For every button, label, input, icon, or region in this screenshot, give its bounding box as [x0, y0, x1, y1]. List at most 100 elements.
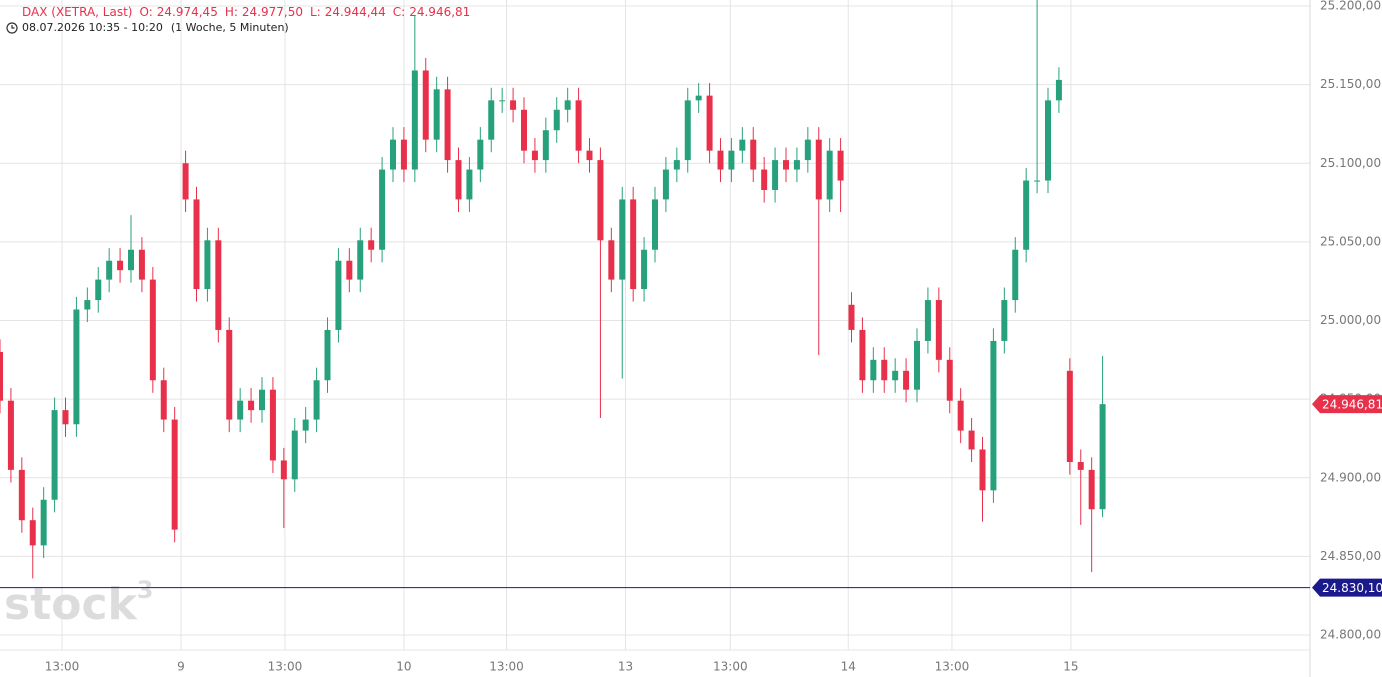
candle-body [586, 150, 593, 161]
candle-body [597, 160, 604, 241]
period: (1 Woche, 5 Minuten) [171, 21, 289, 34]
candle-body [346, 260, 353, 280]
candle-body [990, 340, 997, 491]
price-badge [1312, 578, 1382, 597]
header-key: H: [225, 5, 238, 19]
candle-body [1099, 404, 1106, 510]
candle-body [510, 100, 517, 110]
candle-body [237, 400, 244, 420]
x-tick-label: 13:00 [268, 660, 303, 674]
price-badge-label: 24.946,81 [1322, 398, 1382, 412]
candle-body [400, 139, 407, 170]
candle-body [95, 279, 102, 301]
candle-body [84, 300, 91, 310]
candle-body [1088, 469, 1095, 510]
candle-body [51, 410, 58, 500]
header-value: 24.946,81 [409, 5, 470, 19]
candle-body [422, 70, 429, 140]
candle-body [117, 260, 124, 271]
candle-body [750, 139, 757, 170]
candle-body [1023, 180, 1030, 250]
candle-body [226, 329, 233, 420]
candle-body [1034, 180, 1041, 182]
candle-body [717, 150, 724, 170]
candle-body [903, 370, 910, 390]
candles [0, 0, 1106, 579]
candle-body [335, 260, 342, 330]
candle-body [608, 240, 615, 280]
x-tick-label: 13:00 [45, 660, 80, 674]
candle-body [138, 249, 145, 280]
watermark-text: stock3 [4, 576, 154, 630]
candle-body [280, 460, 287, 480]
y-tick-label: 25.050,00 [1320, 234, 1381, 248]
candle-body [728, 150, 735, 170]
watermark-word: stock [4, 579, 139, 630]
candle-body [924, 300, 931, 341]
watermark: stock3 [4, 576, 154, 630]
candle-body [695, 95, 702, 101]
candle-body [390, 139, 396, 170]
candle-body [542, 130, 549, 161]
candle-body [128, 249, 134, 271]
header-value: 24.977,50 [242, 5, 303, 19]
candle-body [892, 370, 899, 381]
candle-body [870, 359, 877, 381]
header-title: DAX (XETRA, Last) [22, 5, 132, 19]
candle-body [368, 240, 375, 250]
candle-body [881, 359, 888, 381]
candle-body [40, 499, 47, 546]
x-tick-label: 9 [177, 660, 185, 674]
header-value: 24.944,44 [325, 5, 386, 19]
candle-body [160, 380, 167, 420]
candle-body [641, 249, 648, 290]
candle-body [444, 89, 451, 161]
x-tick-label: 15 [1063, 660, 1078, 674]
candle-body [313, 380, 320, 420]
candle-body [106, 260, 113, 280]
header-line: DAX (XETRA, Last) O: 24.974,45 H: 24.977,50 L… [22, 5, 470, 19]
candle-body [826, 150, 833, 200]
candle-body [739, 139, 746, 151]
header-key: O: [139, 5, 152, 19]
candle-body [171, 419, 178, 530]
header-value: 24.974,45 [157, 5, 218, 19]
header-key: C: [393, 5, 405, 19]
subtitle: 08.07.2026 10:35 - 10:20 [22, 21, 163, 34]
y-tick-label: 25.150,00 [1320, 77, 1381, 91]
candle-body [1066, 370, 1073, 463]
candle-body [357, 240, 364, 280]
candle-body [914, 340, 920, 390]
x-tick-label: 14 [841, 660, 856, 674]
candle-body [324, 329, 331, 381]
candle-body [1012, 249, 1019, 301]
candle-body [182, 163, 189, 200]
candle-body [193, 199, 200, 290]
candle-body [673, 160, 680, 170]
x-tick-label: 10 [396, 660, 411, 674]
candle-body [662, 169, 669, 200]
candle-body [1045, 100, 1051, 181]
clock-icon [6, 22, 18, 34]
candle-body [804, 139, 811, 161]
x-tick-label: 13 [618, 660, 633, 674]
y-tick-label: 24.900,00 [1320, 470, 1381, 484]
y-tick-label: 24.850,00 [1320, 549, 1381, 563]
candle-body [652, 199, 658, 250]
candle-body [215, 240, 222, 330]
candle-body [291, 430, 298, 480]
candle-body [62, 410, 69, 425]
candle-body [619, 199, 626, 280]
candle-body [499, 100, 506, 102]
candle-body [488, 100, 495, 140]
candle-body [531, 150, 538, 161]
candle-body [18, 469, 25, 521]
candle-body [859, 329, 866, 381]
candle-body [575, 100, 582, 151]
candle-body [411, 70, 418, 170]
y-tick-label: 24.800,00 [1320, 628, 1381, 642]
candle-body [783, 160, 789, 170]
x-tick-label: 13:00 [489, 660, 524, 674]
candle-body [433, 89, 440, 140]
